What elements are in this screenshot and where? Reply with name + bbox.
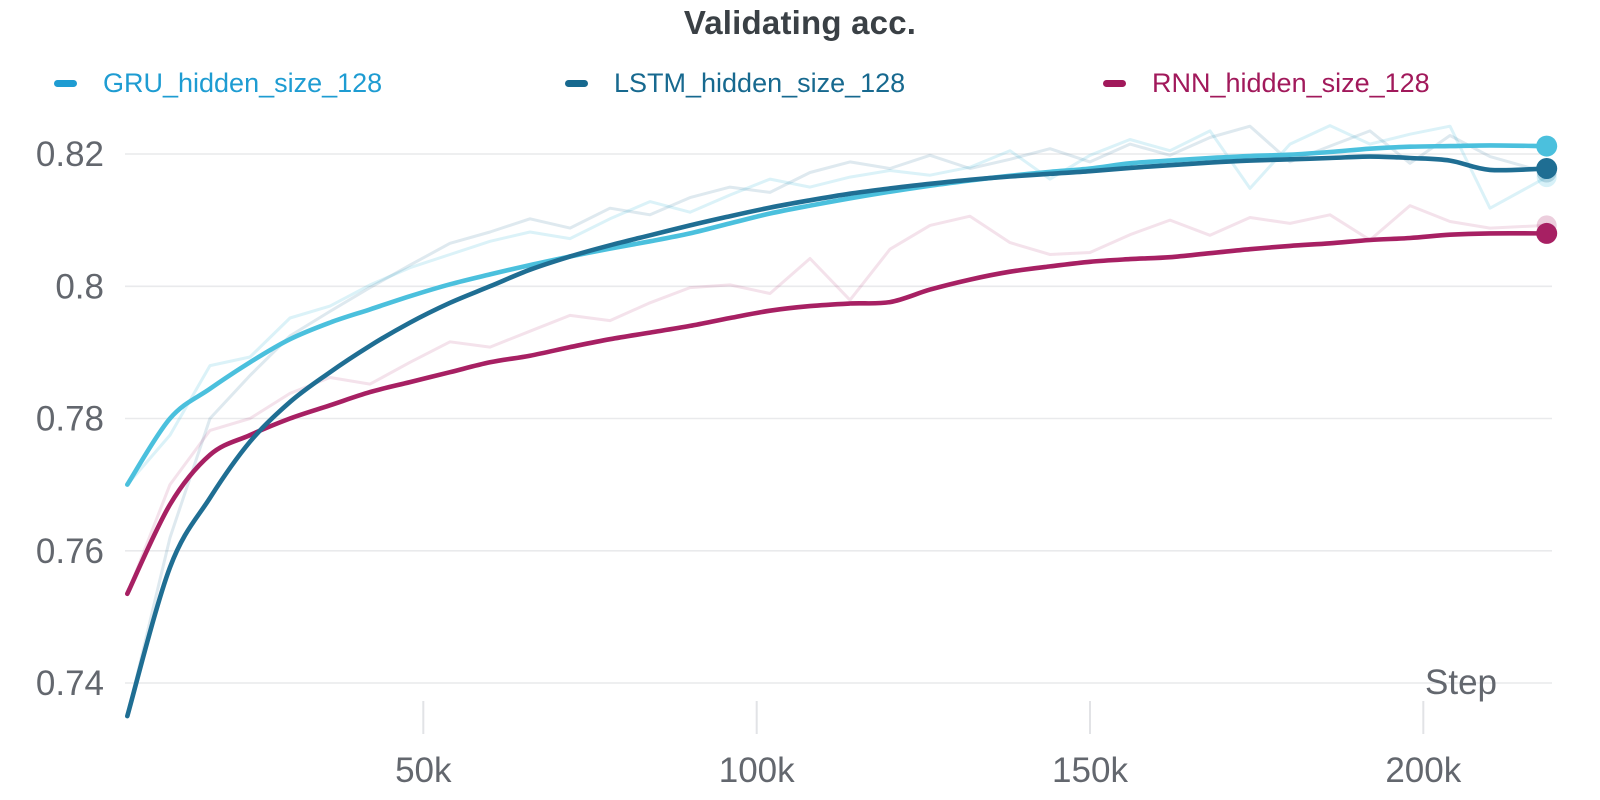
legend-dash-lstm-icon	[565, 79, 588, 87]
legend-item-rnn[interactable]: RNN_hidden_size_128	[1103, 66, 1430, 100]
series-raw-line-rnn	[125, 204, 1549, 596]
series-end-dot-lstm[interactable]	[1536, 158, 1558, 179]
y-tick-label: 0.8	[55, 267, 104, 306]
series-line-rnn	[125, 231, 1549, 597]
legend-label-gru: GRU_hidden_size_128	[103, 68, 383, 98]
series-end-dot-rnn[interactable]	[1536, 222, 1558, 244]
y-tick-label: 0.82	[36, 135, 104, 174]
legend-item-lstm[interactable]: LSTM_hidden_size_128	[565, 66, 905, 100]
series-raw-line-lstm	[125, 124, 1549, 718]
series-line-lstm	[125, 154, 1549, 719]
x-tick-label: 200k	[1385, 751, 1461, 790]
series-raw-line-gru	[125, 124, 1549, 487]
legend-dash-gru-icon	[54, 79, 77, 87]
x-tick-label: 150k	[1052, 751, 1128, 790]
x-tick-label: 50k	[395, 751, 452, 790]
x-tick-label: 100k	[719, 751, 795, 790]
legend-label-rnn: RNN_hidden_size_128	[1152, 68, 1430, 98]
legend-label-lstm: LSTM_hidden_size_128	[614, 68, 906, 98]
y-tick-label: 0.74	[36, 664, 104, 703]
legend-item-gru[interactable]: GRU_hidden_size_128	[54, 66, 382, 100]
x-axis-label: Step	[1425, 663, 1497, 702]
series-end-dot-gru[interactable]	[1536, 135, 1558, 157]
chart-title: Validating acc.	[683, 4, 917, 41]
y-tick-label: 0.78	[36, 400, 104, 439]
legend: GRU_hidden_size_128 LSTM_hidden_size_128…	[0, 0, 1600, 110]
legend-dash-rnn-icon	[1103, 79, 1126, 87]
y-tick-label: 0.76	[36, 532, 104, 571]
series-line-gru	[125, 143, 1549, 487]
